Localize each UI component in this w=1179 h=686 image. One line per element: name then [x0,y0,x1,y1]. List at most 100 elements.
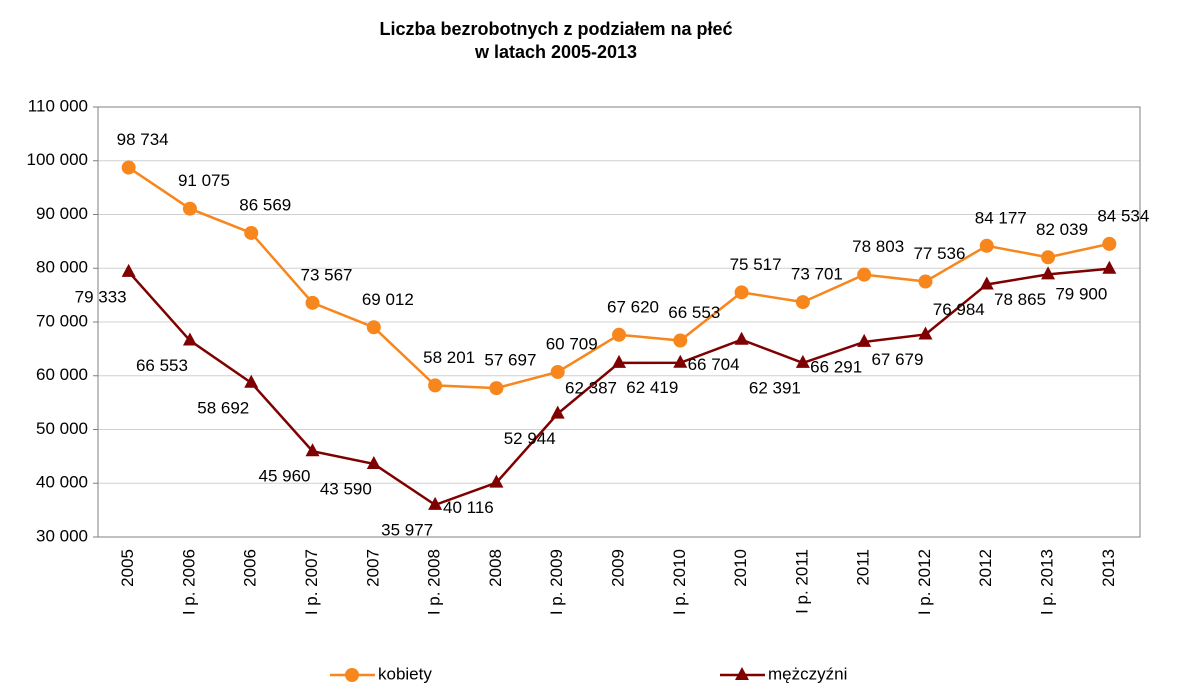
data-label: 67 620 [607,297,659,316]
data-label: 62 391 [749,378,801,397]
data-point [857,267,872,282]
data-point [305,295,320,310]
data-point [612,354,626,368]
data-label: 67 679 [871,350,923,369]
chart-title: w latach 2005-2013 [474,42,637,62]
data-label: 45 960 [259,467,311,486]
data-label: 40 116 [443,498,494,517]
chart-title: Liczba bezrobotnych z podziałem na płeć [379,19,732,39]
x-tick-label: 2009 [608,549,627,587]
data-label: 98 734 [117,130,169,149]
y-tick-label: 50 000 [36,419,88,438]
data-label: 78 865 [994,290,1046,309]
y-tick-label: 30 000 [36,526,88,545]
y-tick-label: 100 000 [27,150,88,169]
data-point [1041,250,1056,265]
x-tick-label: 2011 [854,549,873,586]
data-label: 43 590 [320,479,372,498]
data-point [795,295,810,310]
data-label: 84 534 [1097,206,1149,225]
data-label: 73 567 [301,265,353,284]
data-point [366,455,381,469]
data-label: 35 977 [381,520,433,539]
legend-label: mężczyźni [768,664,847,683]
data-point [673,354,688,368]
data-point [918,274,933,289]
data-label: 66 704 [688,355,740,374]
legend-marker [735,667,749,680]
y-tick-label: 70 000 [36,311,88,330]
data-point [121,263,136,277]
data-label: 69 012 [362,290,414,309]
data-point [918,326,933,340]
data-point [121,160,136,175]
data-point [428,496,443,510]
x-tick-label: I p. 2007 [302,549,321,615]
data-point [673,333,688,348]
x-tick-label: 2007 [363,549,382,587]
x-tick-label: I p. 2010 [670,549,689,615]
data-label: 66 553 [668,303,720,322]
x-tick-label: 2013 [1099,549,1118,587]
data-label: 78 803 [852,237,904,256]
data-point [1041,266,1056,280]
data-point [489,474,504,488]
x-tick-label: I p. 2012 [915,549,934,615]
data-point [244,225,259,240]
data-label: 58 692 [197,398,249,417]
data-label: 66 291 [810,357,862,376]
data-label: 60 709 [546,334,598,353]
data-label: 66 553 [136,356,188,375]
data-point [305,443,320,457]
data-point [244,374,259,388]
data-label: 79 900 [1055,284,1107,303]
x-tick-label: 2012 [976,549,995,587]
data-point [1102,236,1117,251]
y-tick-label: 90 000 [36,204,88,223]
data-label: 86 569 [239,195,291,214]
data-label: 62 419 [626,378,678,397]
y-tick-label: 80 000 [36,258,88,277]
data-point [795,354,810,368]
x-tick-label: 2005 [118,549,137,587]
data-point [734,285,749,300]
x-tick-label: I p. 2011 [792,549,811,614]
plot-border [97,106,1141,538]
data-point [550,364,565,379]
x-tick-label: 2006 [241,549,260,587]
data-label: 52 944 [504,429,556,448]
data-point [489,381,504,396]
data-label: 76 984 [933,300,985,319]
x-tick-label: I p. 2013 [1038,549,1057,615]
data-point [366,320,381,335]
data-point [550,405,565,419]
data-label: 84 177 [975,208,1027,227]
y-tick-label: 40 000 [36,473,88,492]
data-point [182,332,197,346]
legend-marker [345,668,359,682]
data-point [182,201,197,216]
data-label: 82 039 [1036,220,1088,239]
data-point [734,331,749,345]
x-tick-label: I p. 2008 [425,549,444,615]
x-tick-label: I p. 2006 [179,549,198,615]
x-tick-label: 2010 [731,549,750,587]
data-point [979,238,994,253]
data-label: 57 697 [484,351,536,370]
legend-label: kobiety [378,664,432,683]
data-label: 62 387 [565,378,617,397]
data-point [612,327,626,342]
data-label: 91 075 [178,171,230,190]
data-point [857,333,872,347]
data-label: 79 333 [75,287,127,306]
data-label: 58 201 [423,348,475,367]
data-point [428,378,443,393]
x-tick-label: I p. 2009 [547,549,566,615]
data-label: 75 517 [730,255,782,274]
x-tick-label: 2008 [486,549,505,587]
data-point [979,276,994,290]
data-point [1102,260,1117,274]
data-label: 73 701 [791,265,843,284]
y-tick-label: 110 000 [28,96,88,115]
